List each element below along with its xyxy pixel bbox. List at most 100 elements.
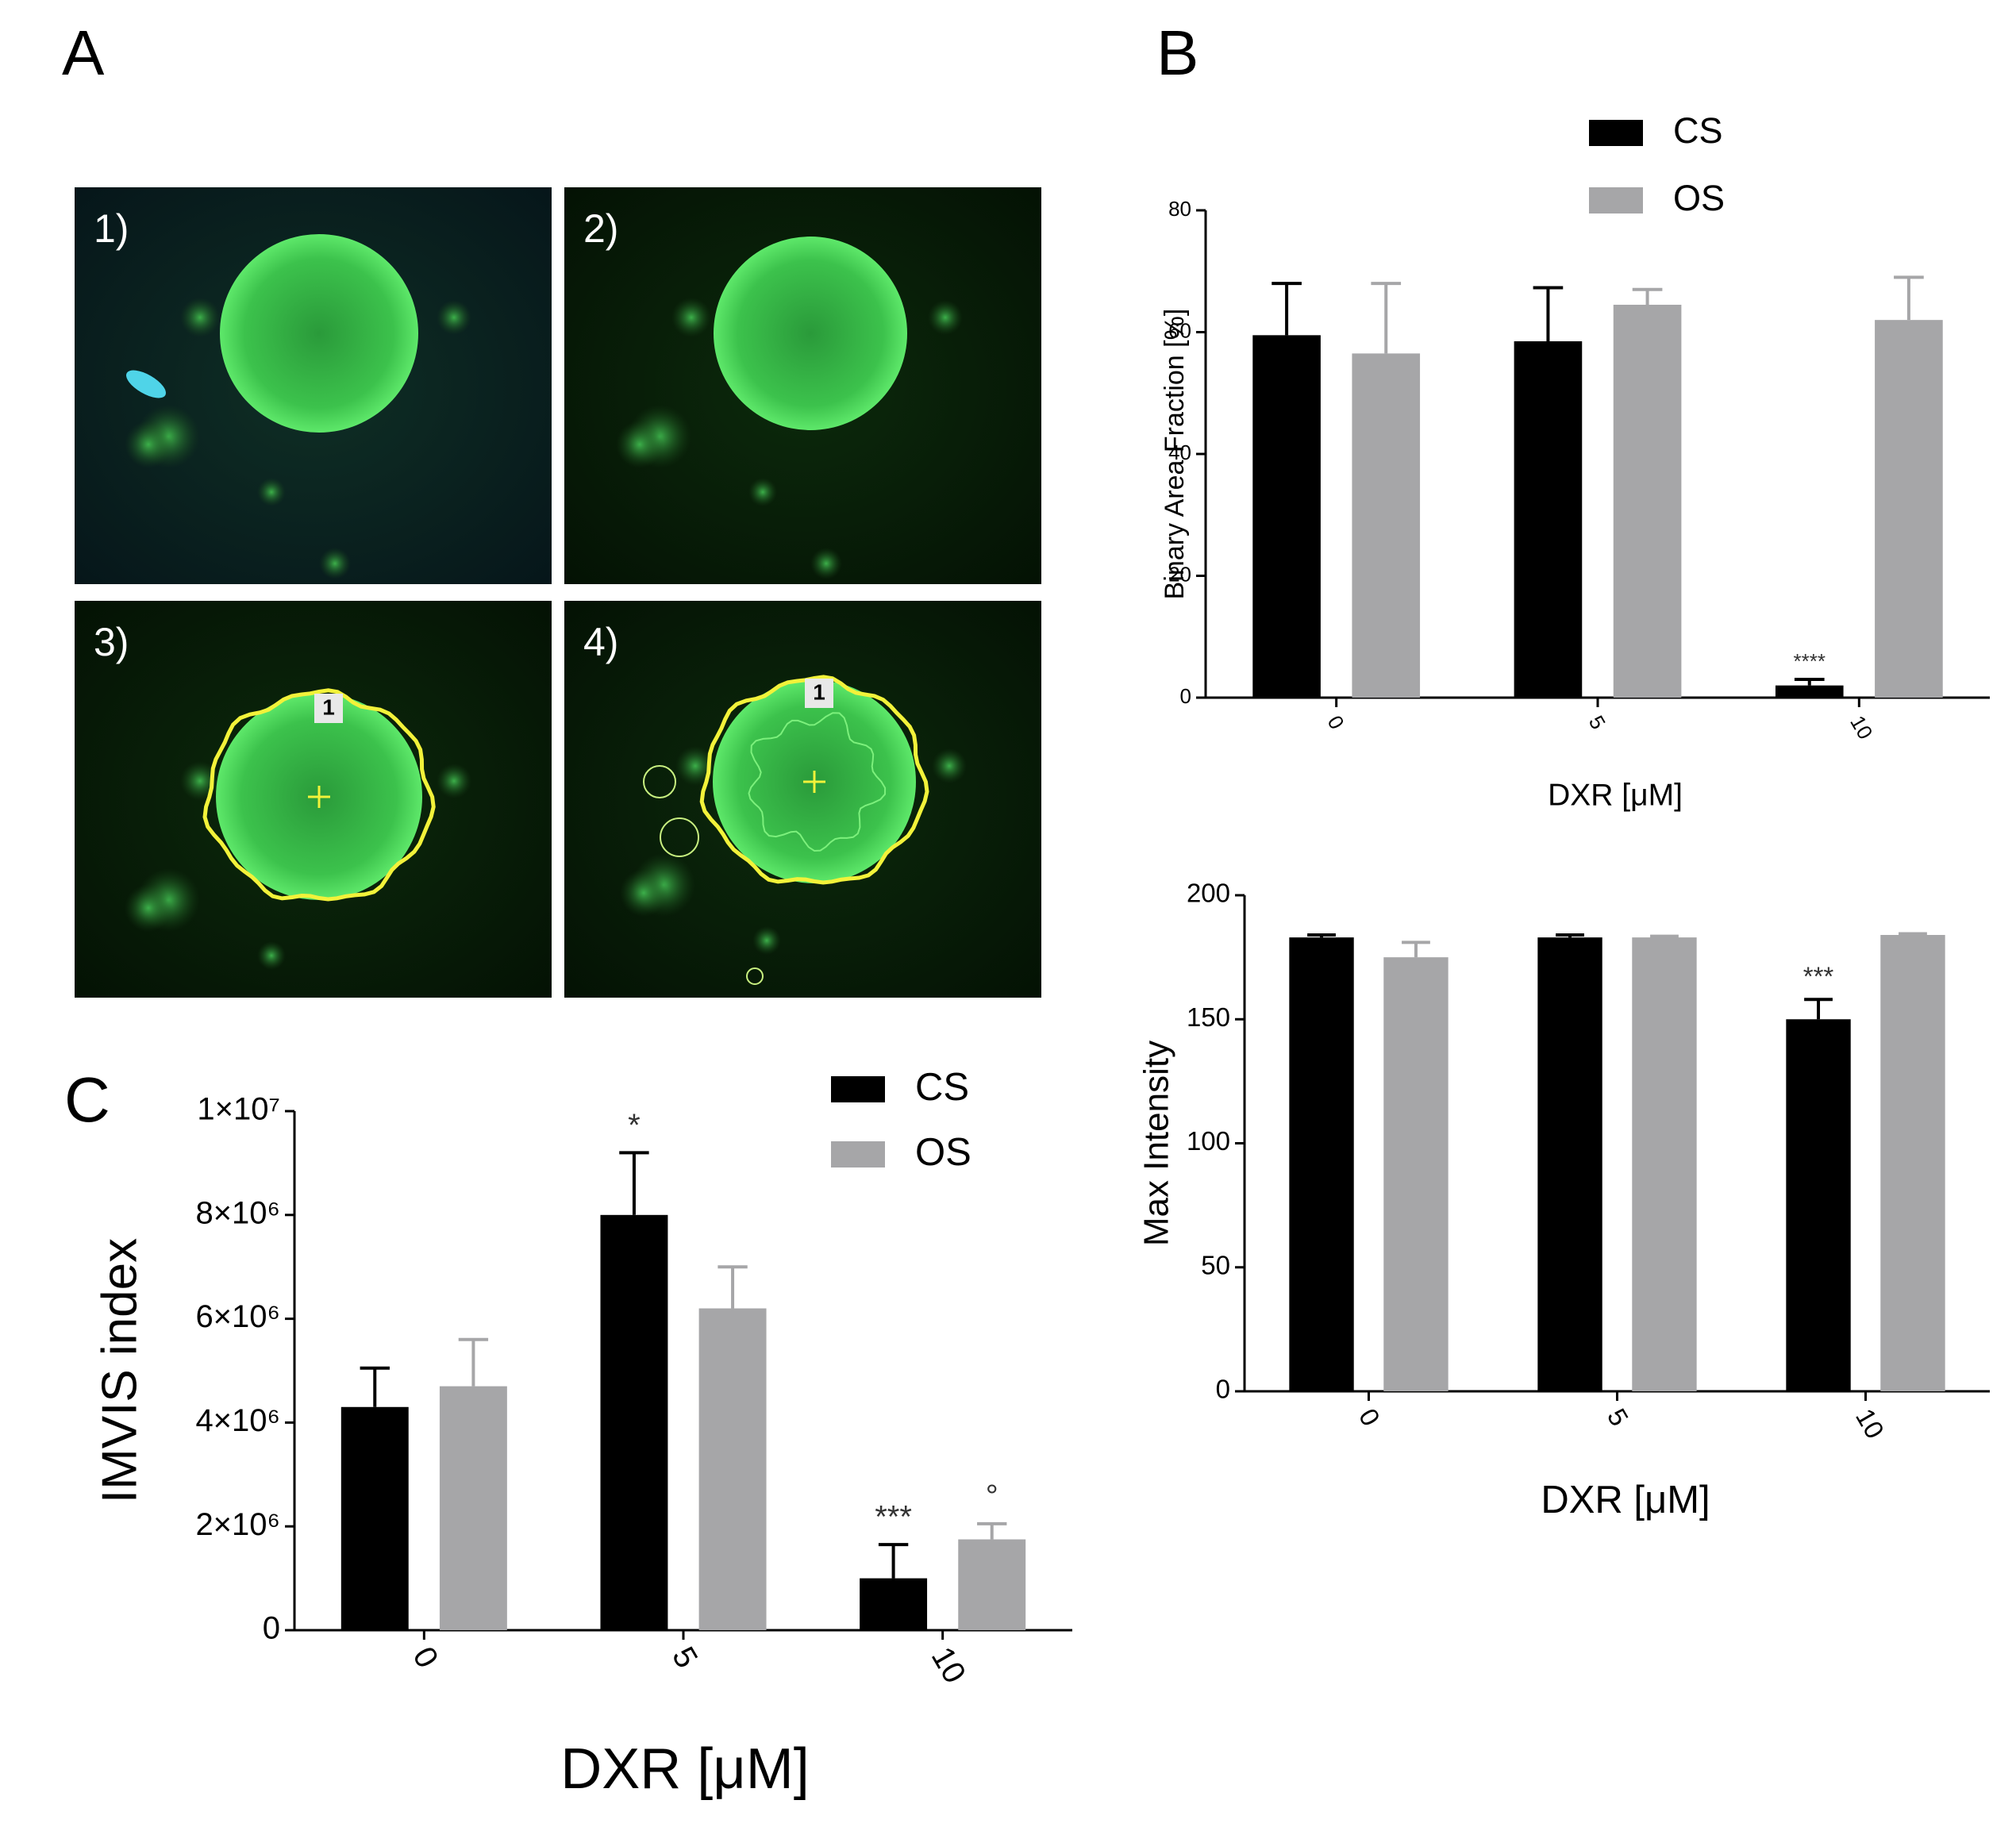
cell-blob bbox=[125, 884, 172, 932]
error-bar bbox=[878, 1543, 909, 1579]
cell-blob bbox=[257, 478, 286, 506]
panel-label: C bbox=[64, 1064, 110, 1135]
y-axis-title: IMVIS index bbox=[92, 1238, 147, 1503]
cyan-spot bbox=[126, 370, 166, 398]
y-tick-label: 2×10⁶ bbox=[195, 1507, 280, 1542]
significance-label: **** bbox=[1794, 649, 1826, 673]
y-tick-label: 200 bbox=[1187, 879, 1230, 908]
error-bar bbox=[977, 1521, 1007, 1540]
cell-blob bbox=[810, 548, 842, 579]
panel-label: B bbox=[1156, 17, 1198, 88]
centroid bbox=[803, 771, 825, 793]
bar bbox=[1352, 353, 1421, 698]
legend-swatch bbox=[831, 1076, 885, 1102]
cell-blob bbox=[675, 746, 715, 786]
roi-box bbox=[805, 679, 833, 708]
cell-blob bbox=[125, 421, 172, 468]
cell-blob bbox=[319, 548, 351, 579]
cell-blob bbox=[620, 869, 668, 917]
y-tick-label: 0 bbox=[263, 1611, 280, 1646]
bar bbox=[1383, 957, 1449, 1391]
bar bbox=[1537, 937, 1602, 1391]
x-tick-label: 5 bbox=[1584, 711, 1610, 733]
bar bbox=[860, 1578, 928, 1630]
error-bar bbox=[1272, 282, 1302, 336]
x-tick-label: 0 bbox=[1353, 1403, 1386, 1430]
error-bar bbox=[1371, 282, 1402, 354]
y-tick-label: 20 bbox=[1168, 562, 1191, 586]
error-bar bbox=[1894, 275, 1924, 321]
legend-swatch bbox=[1589, 187, 1643, 213]
error-bar bbox=[619, 1151, 649, 1215]
error-bar bbox=[1533, 286, 1564, 342]
blob-outline bbox=[746, 967, 764, 985]
error-bar bbox=[360, 1366, 390, 1407]
bar bbox=[1289, 937, 1354, 1391]
bar bbox=[1786, 1019, 1851, 1391]
image-label: 1) bbox=[94, 206, 129, 251]
error-bar bbox=[458, 1337, 489, 1387]
bar bbox=[1514, 341, 1583, 698]
x-tick-label: 0 bbox=[1323, 711, 1349, 733]
y-tick-label: 60 bbox=[1168, 318, 1191, 342]
error-bar bbox=[1632, 287, 1663, 305]
x-axis-title: DXR [μM] bbox=[560, 1737, 810, 1801]
threshold-outline bbox=[748, 712, 887, 852]
y-tick-label: 100 bbox=[1187, 1126, 1230, 1156]
y-tick-label: 0 bbox=[1180, 684, 1191, 708]
x-tick-label: 5 bbox=[665, 1641, 704, 1674]
bar bbox=[1632, 937, 1697, 1391]
blob-outline bbox=[643, 765, 676, 798]
cell-blob bbox=[928, 300, 963, 335]
centroid bbox=[308, 786, 330, 808]
error-bar bbox=[1899, 932, 1927, 936]
legend-label: CS bbox=[1673, 110, 1723, 151]
image-label: 3) bbox=[94, 620, 129, 664]
x-axis-title: DXR [μM] bbox=[1548, 778, 1683, 812]
legend-swatch bbox=[831, 1141, 885, 1167]
bar bbox=[340, 1406, 409, 1630]
bar bbox=[1775, 685, 1844, 698]
image-label: 2) bbox=[583, 206, 618, 251]
y-tick-label: 4×10⁶ bbox=[195, 1403, 280, 1438]
legend-label: OS bbox=[1673, 178, 1725, 218]
y-tick-label: 1×10⁷ bbox=[197, 1092, 280, 1127]
error-bar bbox=[718, 1265, 748, 1309]
image-label: 4) bbox=[583, 620, 618, 664]
cell-blob bbox=[616, 421, 664, 468]
cell-blob bbox=[257, 941, 286, 970]
cell-blob bbox=[932, 748, 967, 783]
roi-label: 1 bbox=[322, 694, 335, 719]
blob-outline bbox=[660, 817, 699, 857]
x-tick-label: 0 bbox=[406, 1641, 444, 1674]
bar bbox=[1875, 320, 1943, 698]
cell-blob bbox=[748, 478, 777, 506]
legend-swatch bbox=[1589, 120, 1643, 146]
y-tick-label: 8×10⁶ bbox=[195, 1195, 280, 1230]
bar bbox=[439, 1386, 507, 1630]
x-axis-title: DXR [μM] bbox=[1541, 1479, 1710, 1521]
error-bar bbox=[1307, 933, 1336, 938]
microscopy-images: 1) 2) 1 3) 1 4) bbox=[75, 187, 1041, 998]
x-tick-label: 5 bbox=[1602, 1403, 1634, 1430]
bar bbox=[1252, 335, 1321, 698]
bar bbox=[600, 1214, 668, 1630]
spheroid bbox=[220, 234, 418, 433]
significance-label: *** bbox=[1803, 962, 1834, 991]
cell-blob bbox=[752, 926, 781, 955]
significance-label: *** bbox=[875, 1500, 912, 1535]
cell-blob bbox=[437, 300, 471, 335]
panel-label: A bbox=[62, 17, 105, 88]
y-tick-label: 40 bbox=[1168, 440, 1191, 464]
error-bar bbox=[1650, 934, 1679, 938]
x-tick-label: 10 bbox=[1850, 1403, 1890, 1443]
y-axis-title: Binary Area Fraction [%] bbox=[1160, 309, 1190, 600]
y-tick-label: 80 bbox=[1168, 197, 1191, 221]
bar bbox=[1613, 304, 1682, 698]
spheroid bbox=[714, 237, 907, 430]
y-tick-label: 6×10⁶ bbox=[195, 1299, 280, 1334]
roi-box bbox=[314, 694, 343, 723]
legend-label: OS bbox=[915, 1131, 971, 1174]
roi-label: 1 bbox=[813, 679, 825, 704]
